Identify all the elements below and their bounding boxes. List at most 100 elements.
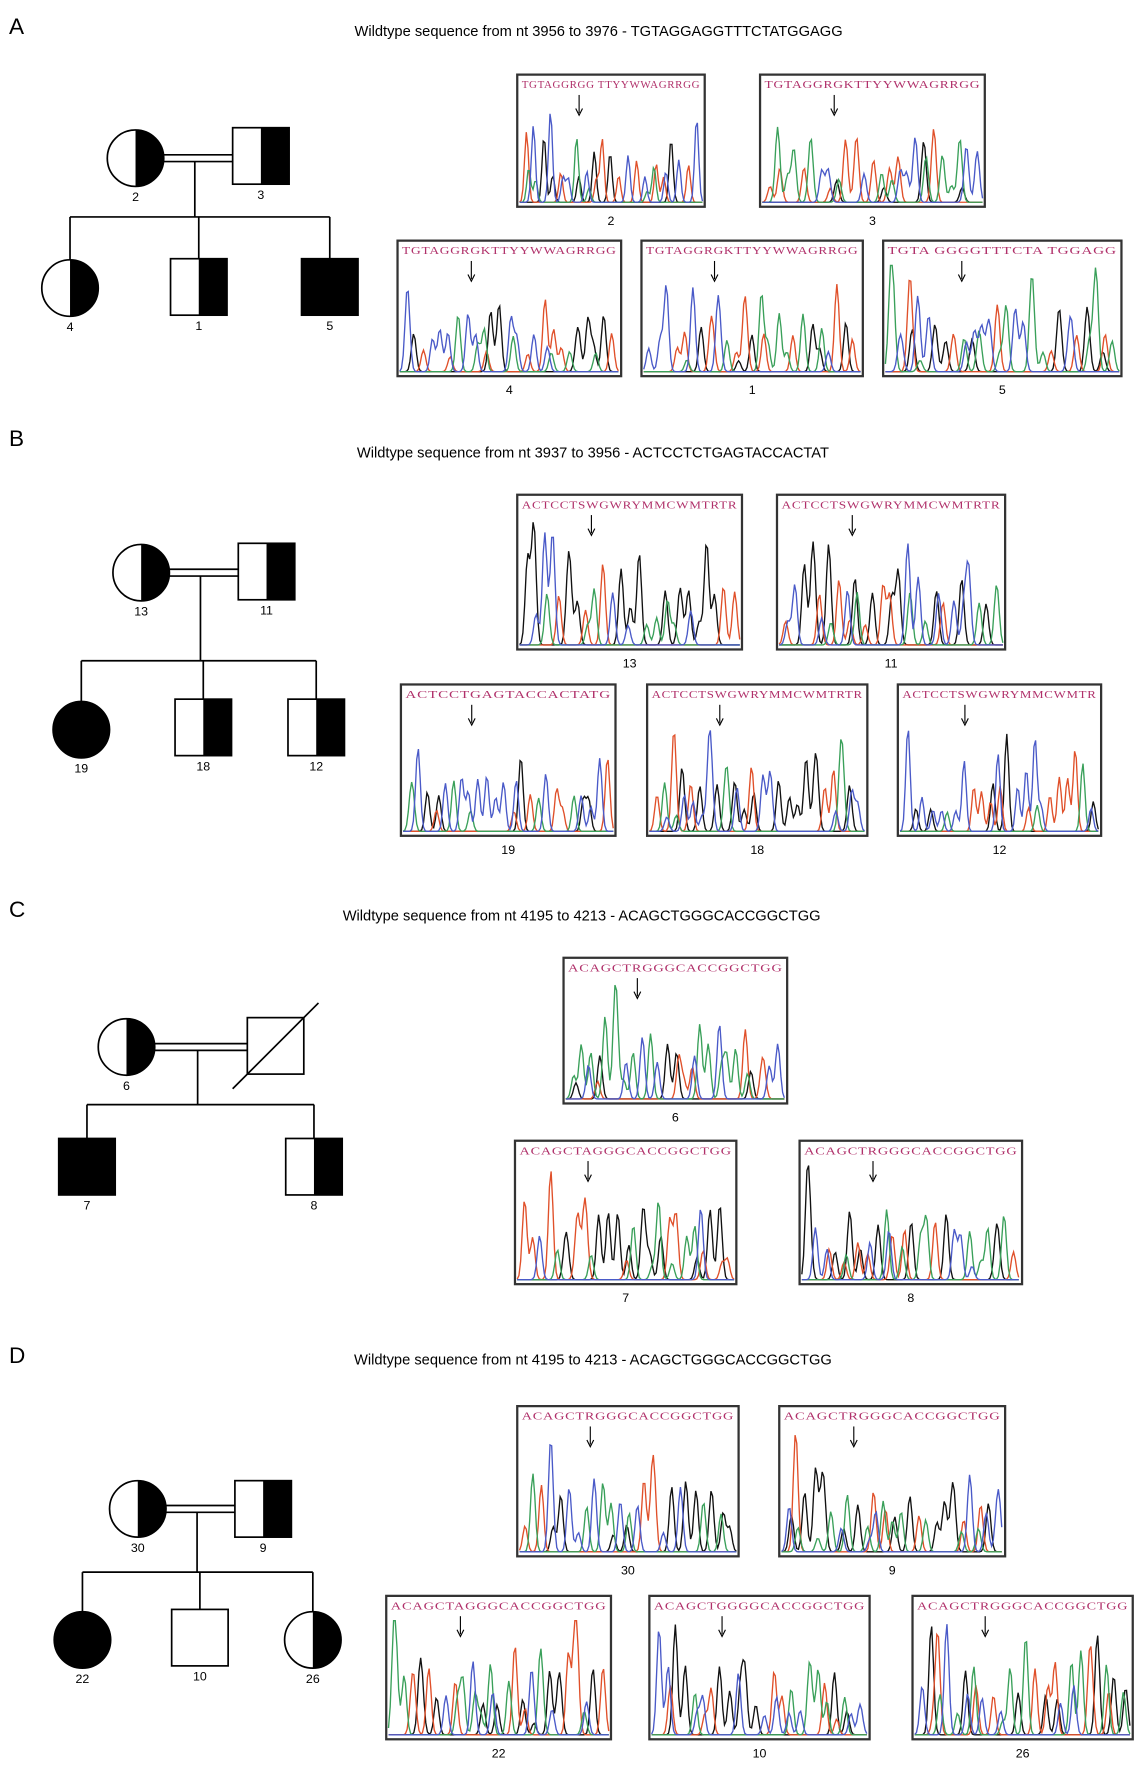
female-half-fill: [70, 259, 99, 317]
female-half-fill: [312, 1611, 342, 1669]
trace-frame: [896, 683, 1103, 837]
mutation-arrowhead: [575, 108, 584, 117]
sample-id: 6: [672, 1111, 679, 1125]
trace-line: [565, 1025, 785, 1100]
trace-line: [403, 759, 614, 832]
base-calls: ACAGCTRGGGCACCGGCTGG: [568, 963, 783, 974]
mutation-arrowhead: [848, 528, 857, 537]
sample-id: 2: [608, 214, 615, 228]
individual-id: 6: [123, 1079, 130, 1093]
base-calls: ACTCCTGAGTACCACTATG: [405, 690, 611, 701]
trace-line: [781, 1467, 1002, 1553]
chromatogram: TGTAGGRGKTTYYWWAGRRGG 1: [640, 239, 864, 397]
mutation-arrowhead: [718, 1629, 726, 1638]
trace-line: [781, 1474, 1003, 1553]
trace-line: [801, 1227, 1019, 1281]
individual-id: 11: [260, 603, 273, 617]
chromatogram: ACTCCTSWGWRYMMCWMTRTR 18: [645, 683, 869, 857]
panel-label: C: [9, 897, 25, 922]
chromatogram: ACAGCTAGGGCACCGGCTGG 22: [385, 1594, 613, 1760]
mutation-arrowhead: [957, 274, 966, 283]
panel: A Wildtype sequence from nt 3956 to 3976 …: [9, 14, 1123, 397]
trace-line: [388, 1661, 609, 1736]
trace-line: [565, 1029, 785, 1100]
male-half-fill: [313, 1138, 343, 1195]
trace-line: [517, 1209, 735, 1281]
individual-id: 4: [67, 320, 74, 334]
base-calls: TGTAGGRGG TTYYWWAGRRGG: [522, 80, 701, 91]
sample-id: 19: [501, 843, 515, 857]
individual-id: 10: [193, 1670, 207, 1684]
panel-label: D: [9, 1343, 25, 1368]
base-calls: ACTCCTSWGWRYMMCWMTRTR: [522, 500, 738, 511]
trace-line: [651, 1631, 868, 1736]
individual-id: 19: [74, 762, 88, 776]
trace-line: [643, 284, 861, 373]
base-calls: TGTAGGRGKTTYYWWAGRRGG: [765, 80, 981, 91]
sample-id: 11: [885, 657, 898, 671]
trace-line: [762, 137, 984, 203]
panel: D Wildtype sequence from nt 4195 to 4213 …: [9, 1343, 1134, 1760]
individual-id: 7: [84, 1199, 91, 1213]
mutation-arrowhead: [467, 274, 476, 283]
male-half-fill: [260, 127, 290, 185]
sample-id: 7: [622, 1291, 629, 1305]
sample-id: 12: [993, 843, 1007, 857]
individual-id: 9: [260, 1541, 267, 1555]
base-calls: ACAGCTRGGGCACCGGCTGG: [804, 1146, 1018, 1157]
chromatogram: TGTAGGRGKTTYYWWAGRRGG 3: [758, 73, 986, 228]
mutation-arrowhead: [467, 718, 476, 727]
base-calls: ACAGCTRGGGCACCGGCTGG: [917, 1601, 1128, 1612]
trace-line: [648, 733, 865, 832]
chromatogram: ACTCCTSWGWRYMMCWMTR 12: [896, 683, 1103, 857]
sample-id: 10: [753, 1746, 767, 1760]
mutation-arrowhead: [981, 1629, 990, 1638]
sample-id: 18: [750, 843, 764, 857]
chromatogram: TGTAGGRGG TTYYWWAGRRGG 2: [516, 73, 706, 228]
individual-id: 26: [306, 1672, 320, 1686]
chromatogram: TGTAGGRGKTTYYWWAGRRGG 4: [396, 239, 623, 397]
sample-id: 26: [1016, 1746, 1030, 1760]
base-calls: TGTAGGRGKTTYYWWAGRRGG: [402, 246, 617, 257]
trace-line: [779, 541, 1003, 646]
individual-id: 3: [257, 188, 264, 202]
mutation-arrowhead: [456, 1629, 465, 1638]
male-half-fill: [203, 699, 232, 756]
base-calls: TGTA GGGGTTTCTA TGGAGG: [888, 246, 1117, 257]
base-calls: ACTCCTSWGWRYMMCWMTRTR: [652, 690, 863, 701]
mutation-arrowhead: [715, 718, 724, 727]
male-symbol: [170, 1608, 229, 1667]
individual-id: 12: [309, 759, 323, 773]
panel-label: A: [9, 14, 25, 39]
trace-frame: [648, 1594, 871, 1741]
trace-frame: [640, 239, 864, 378]
panel: C Wildtype sequence from nt 4195 to 4213 …: [9, 897, 1024, 1305]
female-half-fill: [141, 544, 170, 601]
mutation-arrowhead: [586, 1439, 595, 1449]
mutation-arrowhead: [584, 1174, 592, 1183]
sample-id: 9: [889, 1563, 896, 1577]
trace-frame: [645, 683, 869, 837]
chromatogram: TGTA GGGGTTTCTA TGGAGG 5: [882, 239, 1123, 397]
trace-line: [399, 290, 619, 373]
sample-id: 4: [506, 383, 513, 397]
individual-id: 5: [326, 319, 333, 333]
mutation-arrowhead: [633, 991, 642, 1000]
sample-id: 30: [621, 1563, 635, 1577]
panel-title: Wildtype sequence from nt 4195 to 4213 -…: [343, 909, 821, 925]
female-symbol: [52, 700, 111, 759]
trace-line: [519, 532, 740, 646]
male-half-fill: [316, 699, 345, 756]
trace-line: [519, 1443, 737, 1553]
sample-id: 22: [492, 1746, 506, 1760]
base-calls: ACAGCTRGGGCACCGGCTGG: [522, 1412, 734, 1423]
trace-line: [914, 1624, 1130, 1736]
individual-id: 1: [195, 319, 202, 333]
chromatogram: ACTCCTSWGWRYMMCWMTRTR 13: [516, 493, 744, 671]
sample-id: 13: [623, 657, 637, 671]
base-calls: TGTAGGRGKTTYYWWAGRRGG: [646, 246, 858, 257]
mutation-arrowhead: [961, 718, 969, 727]
trace-frame: [396, 239, 623, 378]
